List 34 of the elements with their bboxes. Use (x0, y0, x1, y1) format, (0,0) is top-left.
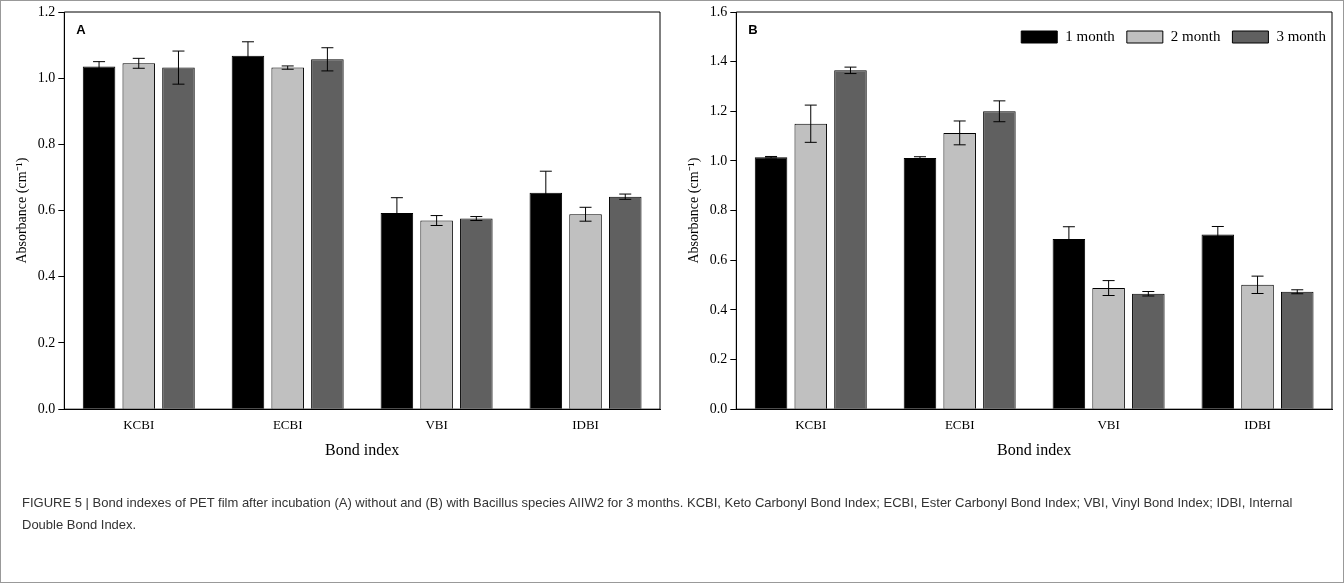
annotation: A (76, 22, 87, 38)
x-tick-label: KCBI (795, 417, 827, 433)
annotation: B (748, 22, 758, 38)
legend-label: 1 month (1065, 27, 1116, 44)
legend-label: 2 month (1170, 27, 1221, 44)
legend-label: 3 month (1276, 27, 1327, 44)
x-tick-label: ECBI (944, 417, 975, 433)
y-tick-label: 0.0 (37, 400, 56, 416)
y-tick-label: 0.4 (709, 301, 728, 317)
y-axis-title: Absorbance (cm⁻¹) (14, 157, 31, 264)
x-tick-label: VBI (425, 417, 448, 433)
y-tick-label: 0.6 (709, 251, 728, 267)
y-tick-label: 1.2 (37, 3, 56, 19)
y-tick-label: 0.8 (709, 202, 728, 218)
x-axis-title: Bond index (325, 440, 400, 458)
x-axis-title: Bond index (997, 440, 1072, 458)
y-tick-label: 0.2 (709, 351, 728, 367)
y-tick-label: 0.4 (37, 268, 56, 284)
y-tick-label: 1.0 (37, 69, 56, 85)
y-tick-label: 1.4 (709, 53, 728, 69)
x-tick-label: IDBI (572, 417, 599, 433)
y-tick-label: 0.8 (37, 136, 56, 152)
y-tick-label: 0.6 (37, 202, 56, 218)
x-tick-label: KCBI (123, 417, 155, 433)
y-tick-label: 1.6 (709, 3, 728, 19)
y-tick-label: 1.0 (709, 152, 728, 168)
x-tick-label: IDBI (1244, 417, 1271, 433)
x-tick-label: VBI (1097, 417, 1120, 433)
caption: FIGURE 5 | Bond indexes of PET film after incubation (A) without and (B) with Bacillus species AIIW2 for 3 months. KCBI, Keto Carbonyl Bond Index; ECBI, Ester Carbonyl Bond Index; VBI, Vinyl Bond Index; IDBI, Internal Double Bond Index. (22, 494, 1294, 534)
x-tick-label: ECBI (272, 417, 303, 433)
y-tick-label: 1.2 (709, 102, 728, 118)
y-tick-label: 0.0 (709, 400, 728, 416)
y-tick-label: 0.2 (37, 334, 56, 350)
y-axis-title: Absorbance (cm⁻¹) (686, 157, 703, 264)
